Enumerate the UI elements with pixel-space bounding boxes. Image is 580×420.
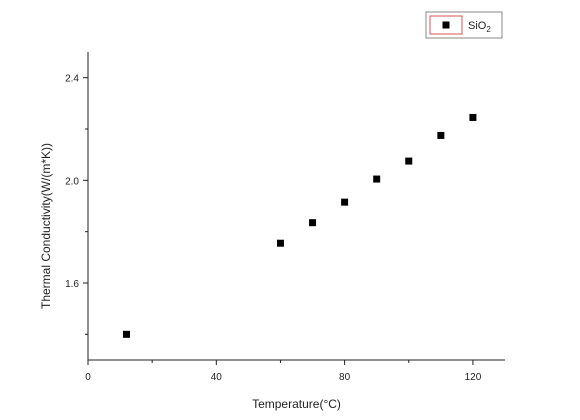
axes [87,52,505,361]
data-point [405,157,413,165]
data-point [373,175,381,183]
x-tick-label: 40 [211,372,223,383]
data-point [469,113,477,121]
y-axis-label: Thermal Conductivity(W/(m*K)) [39,143,53,309]
data-point [276,239,284,247]
data-points [122,113,477,338]
x-axis-label: Temperature(°C) [252,397,341,411]
data-point [437,131,445,139]
legend-label: SiO2 [468,20,491,34]
y-tick-label: 2.0 [65,176,79,187]
ticks: 0 40 80 120 1.6 2.0 2.4 [65,74,482,383]
legend-marker [442,21,450,29]
x-tick-label: 80 [339,372,351,383]
y-tick-label: 2.4 [65,74,79,85]
legend-swatch-frame [429,15,463,35]
legend: SiO2 [425,11,503,39]
data-point [341,198,349,206]
data-point [309,219,317,227]
data-point [122,330,130,338]
x-tick-label: 120 [465,372,482,383]
x-tick-label: 0 [85,372,91,383]
y-tick-label: 1.6 [65,279,79,290]
